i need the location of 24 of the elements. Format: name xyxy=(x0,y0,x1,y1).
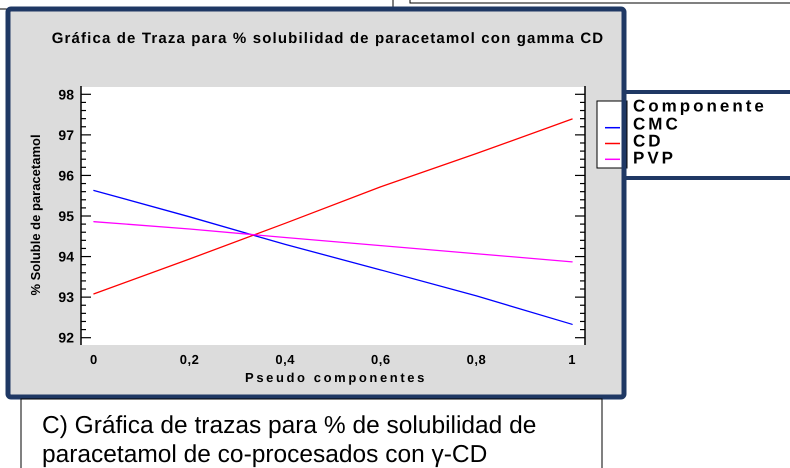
legend-label: CD xyxy=(633,131,664,150)
y-tick-label: 95 xyxy=(58,208,74,224)
x-tick-label: 0,8 xyxy=(466,352,486,367)
x-tick-label: 0,4 xyxy=(275,352,296,367)
line-series xyxy=(93,221,573,262)
y-tick-label: 93 xyxy=(58,289,74,306)
x-tick-label: 0,6 xyxy=(371,352,391,367)
y-tick-label: 94 xyxy=(58,248,74,265)
y-tick-label: 92 xyxy=(58,330,74,346)
legend-title: Componente xyxy=(633,96,767,116)
x-tick-label: 1 xyxy=(568,352,576,367)
y-tick-label: 97 xyxy=(58,126,74,143)
line-series xyxy=(93,190,573,325)
x-tick-label: 0,2 xyxy=(180,352,200,367)
line-series xyxy=(93,118,573,295)
legend-label: CMC xyxy=(633,114,681,134)
y-tick-label: 96 xyxy=(58,167,74,184)
y-axis-title: % Soluble de paracetamol xyxy=(28,134,43,296)
x-tick-label: 0 xyxy=(90,352,98,367)
y-tick-label: 98 xyxy=(58,86,74,102)
legend-label: PVP xyxy=(633,148,676,168)
text: C) Gráfica de trazas para % de solubilidad de paracetamol de co-procesados con γ-CD xyxy=(42,412,536,468)
x-axis-title: Pseudo componentes xyxy=(245,370,427,385)
chart-title: Gráfica de Traza para % solubilidad de paracetamol con gamma CD xyxy=(52,30,604,47)
